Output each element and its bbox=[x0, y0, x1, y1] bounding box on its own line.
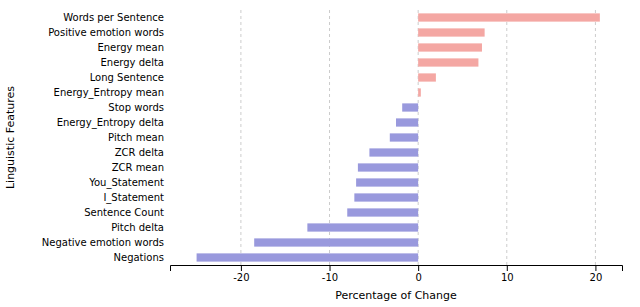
y-tick: Long Sentence bbox=[90, 72, 164, 83]
y-tick: Pitch mean bbox=[108, 132, 164, 143]
y-tick-label: Words per Sentence bbox=[63, 12, 164, 23]
x-axis: -20 -10 0 10 20 bbox=[171, 265, 623, 283]
y-tick-label: Pitch mean bbox=[108, 132, 164, 143]
x-tick: -10 bbox=[322, 265, 338, 283]
y-tick-label: Positive emotion words bbox=[48, 27, 164, 38]
y-tick: Words per Sentence bbox=[63, 12, 164, 23]
grid-line bbox=[595, 10, 596, 265]
x-tick-mark bbox=[241, 265, 242, 271]
x-axis-title: Percentage of Change bbox=[335, 289, 457, 302]
x-tick-label: 10 bbox=[501, 272, 514, 283]
y-tick: Energy_Entropy delta bbox=[57, 117, 164, 129]
bar bbox=[358, 163, 418, 171]
y-tick-label: I_Statement bbox=[103, 192, 164, 204]
bar bbox=[354, 193, 418, 201]
bar bbox=[369, 148, 418, 156]
x-tick: 10 bbox=[501, 265, 514, 283]
y-tick-label: Long Sentence bbox=[90, 72, 164, 83]
y-tick-label: Pitch delta bbox=[111, 222, 164, 233]
y-tick: ZCR mean bbox=[112, 162, 164, 173]
grid-line bbox=[506, 10, 507, 265]
x-tick-label: -20 bbox=[233, 272, 249, 283]
bar bbox=[390, 133, 418, 141]
y-axis-title: Linguistic Features bbox=[4, 86, 17, 189]
x-tick: 0 bbox=[415, 265, 421, 283]
y-tick: Negations bbox=[114, 252, 164, 263]
y-tick: ZCR delta bbox=[115, 147, 164, 158]
y-tick-label: Energy_Entropy delta bbox=[57, 117, 164, 129]
x-tick-label: -10 bbox=[322, 272, 338, 283]
bar bbox=[418, 13, 600, 21]
y-tick: Positive emotion words bbox=[48, 27, 164, 38]
y-tick: Energy delta bbox=[100, 57, 164, 68]
y-tick-label: Negations bbox=[114, 252, 164, 263]
y-tick: Sentence Count bbox=[84, 207, 164, 218]
y-tick-label: Energy delta bbox=[100, 57, 164, 68]
y-tick: I_Statement bbox=[103, 192, 164, 204]
x-tick-mark bbox=[330, 265, 331, 271]
bars bbox=[197, 13, 600, 261]
x-tick-mark bbox=[507, 265, 508, 271]
grid-line bbox=[240, 10, 241, 265]
x-tick-label: 0 bbox=[415, 272, 421, 283]
y-tick-label: Stop words bbox=[108, 102, 164, 113]
x-tick: -20 bbox=[233, 265, 249, 283]
grid bbox=[241, 10, 596, 265]
bar bbox=[356, 178, 418, 186]
y-tick: Negative emotion words bbox=[42, 237, 164, 248]
y-tick: Pitch delta bbox=[111, 222, 164, 233]
bar bbox=[418, 58, 478, 66]
bar bbox=[418, 28, 484, 36]
y-tick-label: ZCR mean bbox=[112, 162, 164, 173]
x-tick-mark bbox=[595, 265, 596, 271]
bar bbox=[418, 88, 421, 96]
chart: -20 -10 0 10 20 Negations Negative emotion wor… bbox=[0, 0, 640, 307]
y-tick-label: ZCR delta bbox=[115, 147, 164, 158]
y-tick-label: Energy mean bbox=[97, 42, 164, 53]
y-tick-label: Negative emotion words bbox=[42, 237, 164, 248]
bar bbox=[307, 223, 418, 231]
x-tick-label: 20 bbox=[590, 272, 603, 283]
bar bbox=[254, 238, 418, 246]
y-tick: Energy mean bbox=[97, 42, 164, 53]
bar bbox=[347, 208, 418, 216]
y-axis: Negations Negative emotion words Pitch del… bbox=[42, 12, 164, 263]
y-tick-label: You_Statement bbox=[88, 177, 164, 189]
bar bbox=[402, 103, 418, 111]
bar bbox=[197, 253, 419, 261]
y-tick: You_Statement bbox=[88, 177, 164, 189]
bar bbox=[418, 43, 482, 51]
y-tick-label: Sentence Count bbox=[84, 207, 164, 218]
y-tick: Stop words bbox=[108, 102, 164, 113]
y-tick: Energy_Entropy mean bbox=[54, 87, 164, 99]
x-tick-mark bbox=[418, 265, 419, 271]
bar bbox=[396, 118, 418, 126]
x-tick: 20 bbox=[590, 265, 603, 283]
x-axis-line bbox=[171, 266, 623, 272]
bar bbox=[418, 73, 436, 81]
y-tick-label: Energy_Entropy mean bbox=[54, 87, 164, 99]
plot-area: -20 -10 0 10 20 Negations Negative emotion wor… bbox=[42, 10, 623, 283]
